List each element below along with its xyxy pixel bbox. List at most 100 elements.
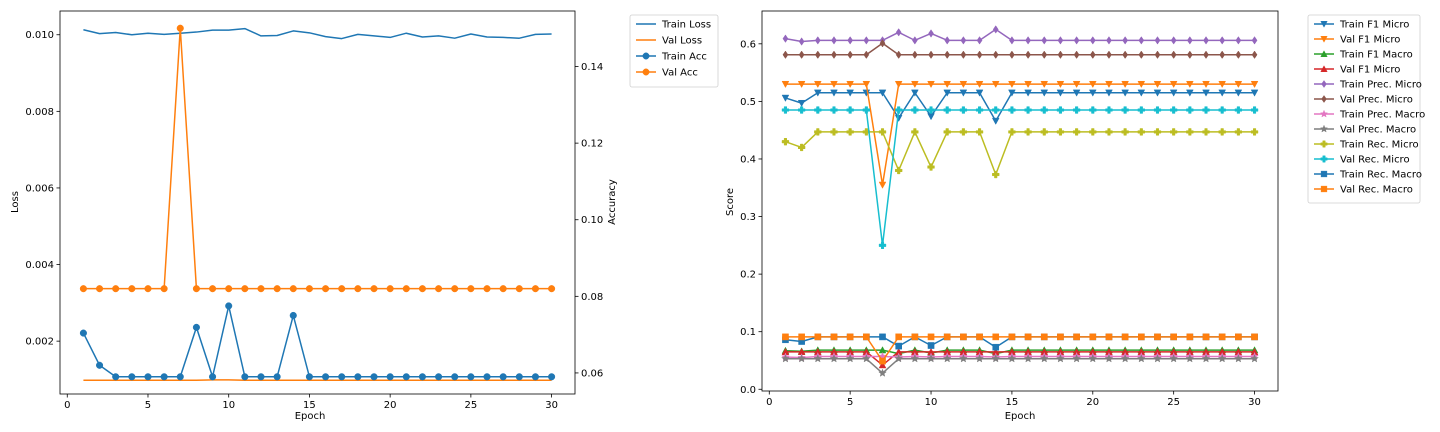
left-data-point [435,373,443,381]
left-legend-box [629,14,719,88]
left-legend-entry: Train Loss [661,20,711,31]
right-data-point [1235,50,1242,59]
right-data-point [959,89,968,97]
right-data-point [1153,106,1162,114]
right-data-point [1104,354,1114,363]
right-data-point [1250,128,1259,136]
left-ytick-label: 0.010 [25,30,54,41]
right-data-point [878,241,887,249]
left-data-point [499,285,507,293]
right-data-point [1088,80,1097,89]
right-data-point [1251,50,1258,59]
right-data-point [928,50,934,59]
left-y2label: Accuracy [607,179,618,225]
right-data-point [991,354,1001,363]
right-data-point [879,39,886,48]
right-data-point [895,50,902,59]
left-xtick-label: 0 [64,400,70,411]
left-data-point [354,373,362,381]
right-data-point [1137,80,1146,89]
right-series-train-f1-micro [781,89,1259,125]
left-xtick-label: 5 [145,400,151,411]
left-data-point [386,285,394,293]
right-data-point [1153,128,1162,136]
right-data-point [845,354,855,363]
left-data-point [370,373,378,381]
right-data-point [1120,354,1130,363]
right-data-point [959,80,968,89]
right-data-point [1218,128,1226,136]
right-data-point [1040,128,1048,136]
right-data-point [1251,333,1258,341]
right-data-point [1056,354,1065,363]
right-data-point [1153,354,1162,363]
right-xtick-label: 20 [1086,397,1099,408]
right-data-point [1057,333,1064,341]
right-data-point [1089,36,1096,45]
right-series-train-prec-micro [782,25,1258,46]
right-data-point [1025,50,1031,59]
right-data-point [1153,89,1162,97]
right-legend-entry: Val Rec. Micro [1340,155,1410,166]
right-data-point [1105,128,1113,136]
left-y2tick-label: 0.14 [581,62,603,73]
right-series-line-train-f1-macro [785,349,1255,355]
left-data-point [483,373,491,381]
right-data-point [1186,50,1193,59]
left-ytick-label: 0.006 [25,183,54,194]
left-data-point [273,285,281,293]
right-series-line-val-rec-macro [785,336,1255,362]
right-data-point [1186,36,1193,45]
right-data-point [927,80,935,89]
right-series-line-val-prec-macro [785,358,1255,374]
right-data-point [1169,80,1178,89]
left-xtick-label: 15 [303,400,316,411]
right-xlabel: Epoch [1005,411,1036,422]
right-data-point [927,342,935,349]
right-data-point [814,128,822,136]
right-data-point [1008,80,1016,89]
right-data-point [1023,354,1033,363]
right-data-point [1105,106,1113,114]
right-legend-entry: Train Prec. Micro [1339,80,1422,91]
right-data-point [862,80,871,89]
left-data-point [499,373,507,381]
right-legend-marker [1320,140,1328,148]
left-data-point [354,285,362,293]
right-data-point [959,128,968,136]
right-data-point [878,181,887,189]
right-series-val-prec-micro [782,39,1258,59]
left-data-point [257,285,265,293]
left-data-point [338,285,346,293]
left-data-point [176,373,184,381]
right-data-point [943,333,951,341]
left-data-point [176,24,184,32]
right-data-point [797,354,806,363]
right-data-point [1105,80,1113,89]
left-data-point [418,285,426,293]
right-data-point [814,50,821,59]
right-data-point [1219,50,1226,59]
right-legend-entry: Val F1 Micro [1340,65,1400,76]
right-series-line-train-prec-macro [785,355,1255,359]
right-data-point [1218,80,1227,89]
left-data-point [467,285,475,293]
right-data-point [1024,89,1032,97]
right-data-point [895,106,903,114]
right-data-point [927,113,935,121]
right-data-point [1009,50,1015,59]
left-data-point [386,373,394,381]
right-data-point [1169,354,1179,363]
right-data-point [927,163,935,171]
left-data-point [96,285,104,293]
left-series-line-train-loss [83,27,552,40]
right-data-point [928,29,934,38]
right-data-point [960,50,967,59]
left-data-point [322,373,330,381]
right-legend-entry: Train Rec. Macro [1339,170,1422,181]
left-legend-marker [642,68,650,76]
right-data-point [992,170,1000,179]
right-data-point [975,354,984,363]
right-legend-marker [1320,36,1328,43]
